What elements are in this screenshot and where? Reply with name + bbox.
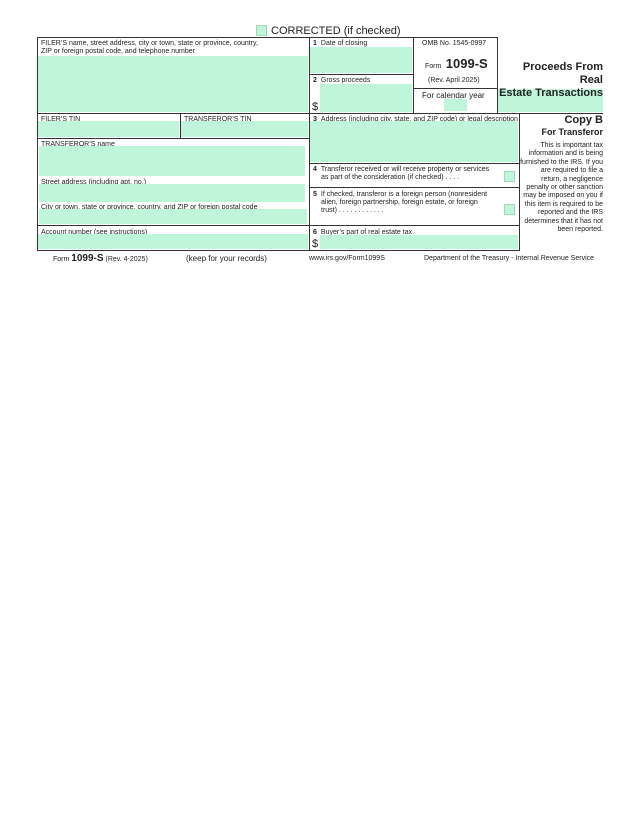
transferor-name-label: TRANSFEROR’S name [41,141,115,148]
form-title: Proceeds From Real Estate Transactions [499,61,603,99]
account-field[interactable] [38,234,308,249]
box3-label: 3 Address (including city, state, and ZIP… [313,116,518,123]
box4-checkbox[interactable] [504,171,515,182]
account-label: Account number (see instructions) [41,229,148,236]
form-id: Form 1099-S [425,56,488,71]
city-field[interactable] [39,209,307,224]
omb-number: OMB No. 1545-0997 [422,40,487,47]
city-label: City or town, state or province, country… [41,204,258,211]
filer-tin-field[interactable] [38,121,179,137]
copy-subtitle: For Transferor [541,127,603,137]
calendar-year-label: For calendar year [422,91,485,100]
filer-label-2: ZIP or foreign postal code, and telephon… [41,48,195,55]
box2-label: 2 Gross proceeds [313,77,371,84]
calendar-year-field[interactable] [444,99,467,111]
box5-checkbox[interactable] [504,204,515,215]
street-label: Street address (including apt. no.) [41,179,147,186]
gross-proceeds-field[interactable] [320,84,412,112]
box1-label: 1 Date of closing [313,40,368,47]
transferor-tin-label: TRANSFEROR’S TIN [184,116,252,123]
keep-note: (keep for your records) [186,254,267,263]
corrected-checkbox[interactable] [256,25,267,36]
transferor-name-field[interactable] [39,146,305,176]
filer-tin-label: FILER’S TIN [41,116,81,123]
box6-label: 6 Buyer’s part of real estate tax [313,229,413,236]
corrected-label: CORRECTED (if checked) [271,25,401,37]
street-field[interactable] [39,184,305,202]
dollar-sign: $ [312,101,319,113]
title-green-area [498,89,603,112]
irs-url[interactable]: www.irs.gov/Form1099S [309,255,385,262]
transferor-tin-field[interactable] [181,121,308,137]
copy-title: Copy B [564,114,604,126]
date-of-closing-field[interactable] [310,47,412,73]
footer-form-id: Form 1099-S (Rev. 4-2025) [53,253,148,264]
copy-notice: This is important tax information and is… [520,142,603,234]
department: Department of the Treasury - Internal Re… [424,255,595,262]
box5-label: 5 If checked, transferor is a foreign per… [313,191,488,214]
box4-label: 4 Transferor received or will receive pro… [313,166,490,181]
filer-label-1: FILER’S name, street address, city or to… [41,40,258,47]
buyer-tax-field[interactable] [320,235,518,249]
revision: (Rev. April 2025) [428,77,480,84]
filer-info-field[interactable] [38,56,308,112]
property-address-field[interactable] [310,121,518,162]
dollar-sign: $ [312,238,319,250]
